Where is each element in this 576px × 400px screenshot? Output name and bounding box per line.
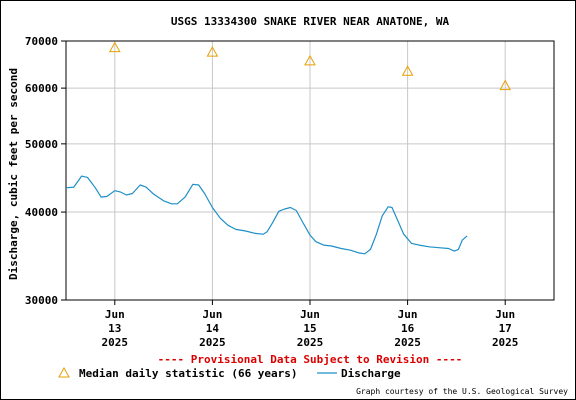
x-tick-label-date: 14 xyxy=(206,322,220,335)
legend-discharge-label: Discharge xyxy=(341,367,401,380)
y-axis-label: Discharge, cubic feet per second xyxy=(7,68,20,280)
x-tick-label-year: 2025 xyxy=(394,336,421,349)
median-marker xyxy=(401,65,414,76)
chart-title: USGS 13334300 SNAKE RIVER NEAR ANATONE, … xyxy=(171,15,450,28)
x-tick-label-month: Jun xyxy=(398,308,418,321)
legend-median-marker xyxy=(58,366,70,378)
median-marker xyxy=(108,41,121,53)
series-layer xyxy=(65,41,512,255)
y-tick-labels: 30000 40000 50000 60000 70000 xyxy=(25,35,58,307)
legend-median-label: Median daily statistic (66 years) xyxy=(79,367,298,380)
x-tick-label-year: 2025 xyxy=(102,336,129,349)
x-tick-label-date: 15 xyxy=(303,322,316,335)
grid-layer xyxy=(61,40,554,305)
x-tick-label-month: Jun xyxy=(495,308,515,321)
median-marker xyxy=(304,54,316,66)
y-tick-label: 50000 xyxy=(25,138,58,151)
y-tick-label: 60000 xyxy=(25,82,58,95)
x-tick-labels: Jun132025Jun142025Jun152025Jun162025Jun1… xyxy=(102,308,519,349)
y-tick-label: 70000 xyxy=(25,35,58,48)
x-tick-label-year: 2025 xyxy=(297,336,324,349)
median-marker xyxy=(499,79,512,91)
x-tick-label-month: Jun xyxy=(202,308,222,321)
x-tick-label-year: 2025 xyxy=(199,336,226,349)
x-tick-label-date: 16 xyxy=(401,322,415,335)
y-tick-label: 30000 xyxy=(25,294,58,307)
credit-text: Graph courtesy of the U.S. Geological Su… xyxy=(356,387,568,396)
plot-area-border xyxy=(65,40,555,301)
x-tick-label-month: Jun xyxy=(105,308,125,321)
x-tick-label-date: 13 xyxy=(108,322,121,335)
x-tick-label-year: 2025 xyxy=(492,336,519,349)
y-tick-label: 40000 xyxy=(25,206,58,219)
discharge-series-line xyxy=(65,175,468,255)
x-tick-label-month: Jun xyxy=(300,308,320,321)
x-tick-label-date: 17 xyxy=(499,322,512,335)
provisional-notice: ---- Provisional Data Subject to Revisio… xyxy=(158,353,463,366)
median-marker xyxy=(206,46,219,57)
